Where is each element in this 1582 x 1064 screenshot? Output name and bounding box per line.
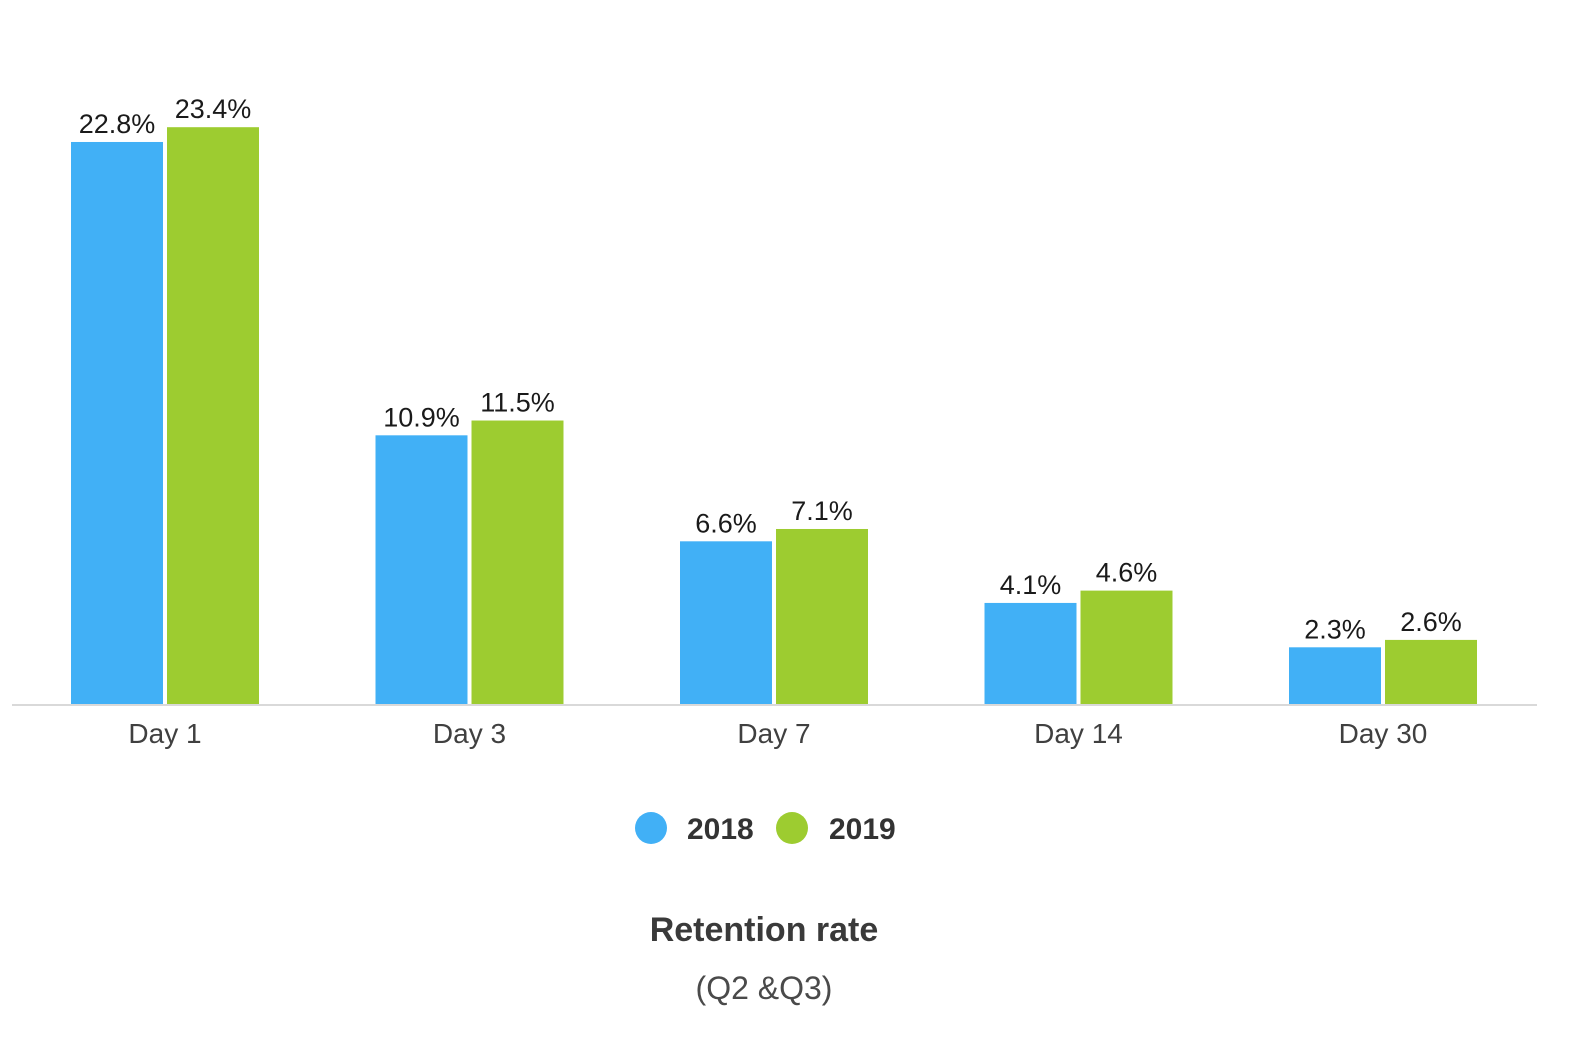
bar-2018-day-1: [71, 141, 163, 705]
legend-label-2018: 2018: [687, 813, 754, 846]
x-tick-label: Day 30: [1339, 718, 1428, 749]
legend-label-2019: 2019: [829, 813, 896, 846]
data-label-2019-day-14: 4.6%: [1096, 558, 1158, 588]
legend-marker-2018: [635, 812, 667, 844]
x-tick-label: Day 3: [433, 718, 506, 749]
chart-title: Retention rate: [650, 911, 879, 949]
data-label-2018-day-3: 10.9%: [383, 402, 460, 432]
data-label-2019-day-7: 7.1%: [791, 496, 853, 526]
bar-2018-day-30: [1289, 647, 1381, 704]
x-tick-label: Day 7: [737, 718, 810, 749]
data-label-2018-day-30: 2.3%: [1304, 614, 1366, 644]
bar-2019-day-30: [1385, 639, 1477, 704]
data-labels-layer: 22.8% 23.4% 10.9% 11.5% 6.6% 7.1% 4.1% 4.6% 2.3%…: [79, 94, 1462, 644]
x-tick-label: Day 14: [1034, 718, 1123, 749]
x-tick-label: Day 1: [128, 718, 201, 749]
x-axis-ticks: Day 1 Day 3 Day 7 Day 14 Day 30: [128, 718, 1427, 749]
data-label-2019-day-1: 23.4%: [175, 94, 252, 124]
data-label-2019-day-30: 2.6%: [1400, 607, 1462, 637]
bar-2019-day-3: [471, 420, 564, 704]
data-label-2018-day-1: 22.8%: [79, 109, 156, 139]
data-label-2019-day-3: 11.5%: [480, 388, 555, 418]
bars-layer: [71, 127, 1477, 705]
legend: 2018 2019: [635, 812, 896, 846]
chart-subtitle: (Q2 &Q3): [696, 970, 833, 1006]
bar-2018-day-14: [984, 602, 1077, 704]
bar-2019-day-1: [167, 127, 259, 704]
bar-2018-day-7: [680, 541, 772, 704]
bar-2018-day-3: [375, 435, 468, 704]
data-label-2018-day-14: 4.1%: [1000, 570, 1062, 600]
bar-2019-day-14: [1080, 590, 1173, 704]
legend-marker-2019: [776, 812, 808, 844]
bar-2019-day-7: [776, 528, 868, 704]
data-label-2018-day-7: 6.6%: [695, 508, 757, 538]
